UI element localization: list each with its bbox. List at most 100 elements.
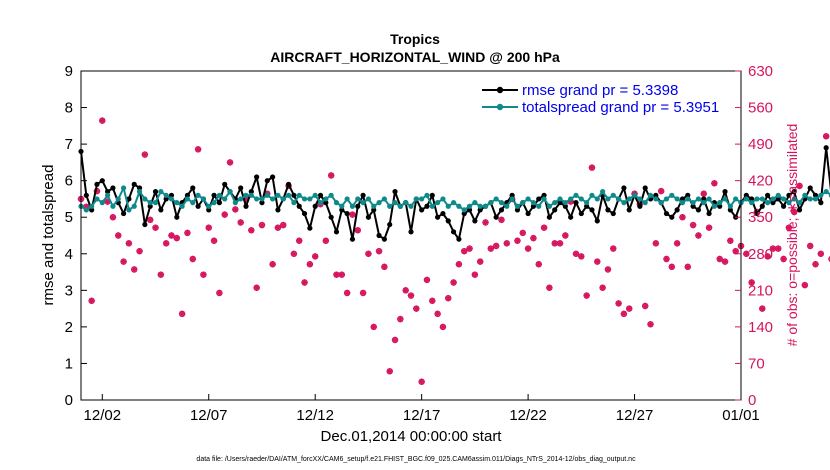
rmse-point — [317, 192, 324, 198]
totalspread-point — [727, 203, 733, 209]
y-tick-label: 4 — [65, 246, 73, 263]
obs-assimilated-marker — [306, 261, 314, 268]
obs-assimilated-stroke — [456, 261, 462, 267]
totalspread-point — [765, 200, 771, 206]
rmse-point — [333, 229, 340, 235]
obs-assimilated-marker — [594, 258, 601, 265]
rmse-point — [594, 218, 600, 224]
totalspread-point — [807, 196, 813, 202]
rmse-point — [120, 210, 127, 217]
rmse-point — [450, 229, 457, 235]
obs-assimilated-stroke — [275, 224, 281, 231]
obs-assimilated-marker — [641, 302, 649, 310]
rmse-point — [285, 181, 292, 187]
rmse-point — [296, 203, 302, 209]
totalspread-point — [323, 196, 329, 202]
totalspread-point — [126, 207, 132, 213]
totalspread-point — [717, 200, 723, 206]
totalspread-point — [440, 196, 446, 202]
obs-assimilated-marker — [248, 227, 255, 234]
obs-assimilated-stroke — [578, 253, 585, 260]
obs-assimilated-stroke — [748, 279, 755, 286]
totalspread-point — [594, 196, 600, 202]
obs-assimilated-marker — [492, 242, 500, 250]
obs-assimilated-marker — [274, 224, 282, 231]
rmse-point — [264, 178, 270, 184]
obs-assimilated-marker — [354, 227, 361, 234]
rmse-point — [174, 214, 180, 220]
plot-frame — [80, 70, 742, 401]
rmse-point — [270, 174, 276, 180]
totalspread-point — [142, 196, 148, 202]
obs-assimilated-stroke — [589, 164, 595, 171]
y-right-tick-label: 490 — [748, 136, 773, 153]
obs-assimilated-stroke — [711, 180, 718, 186]
y-axis-label: rmse and totalspread — [40, 165, 57, 306]
rmse-point — [211, 192, 217, 198]
totalspread-point — [254, 196, 260, 202]
obs-assimilated-marker — [519, 229, 526, 237]
totalspread-point — [679, 200, 686, 206]
obs-assimilated-marker — [801, 281, 809, 289]
x-tick-label: 12/22 — [509, 407, 547, 424]
rmse-point — [796, 207, 803, 213]
rmse-point — [429, 192, 435, 198]
obs-assimilated-stroke — [184, 230, 191, 236]
totalspread-point — [450, 200, 457, 206]
totalspread-point — [355, 196, 361, 202]
x-axis-label: Dec.01,2014 00:00:00 start — [321, 428, 503, 445]
obs-assimilated-stroke — [706, 224, 712, 231]
rmse-point — [371, 207, 377, 213]
rmse-point — [701, 196, 707, 202]
totalspread-point — [392, 200, 398, 206]
totalspread-point — [152, 200, 159, 206]
y-tick-label: 2 — [65, 319, 73, 336]
obs-assimilated-stroke — [307, 261, 313, 267]
obs-assimilated-marker — [721, 258, 729, 265]
rmse-point — [754, 210, 760, 217]
legend-spread-marker — [496, 103, 504, 111]
rmse-point — [328, 214, 334, 220]
obs-assimilated-marker — [184, 229, 191, 237]
obs-assimilated-stroke — [158, 271, 164, 278]
obs-assimilated-stroke — [642, 303, 648, 309]
obs-assimilated-marker — [418, 378, 425, 385]
totalspread-point — [456, 203, 462, 209]
rmse-point — [780, 203, 787, 209]
rmse-point — [238, 185, 244, 191]
totalspread-point — [658, 200, 664, 206]
totalspread-point — [477, 203, 483, 209]
rmse-point — [653, 192, 659, 198]
obs-assimilated-marker — [471, 271, 479, 278]
obs-assimilated-stroke — [237, 219, 244, 226]
obs-assimilated-stroke — [626, 305, 632, 312]
x-tick-label: 12/27 — [616, 407, 654, 424]
y-tick-label: 0 — [65, 392, 73, 409]
rmse-point — [381, 236, 387, 242]
obs-assimilated-marker — [615, 300, 622, 307]
totalspread-point — [525, 196, 531, 202]
rmse-point — [578, 210, 584, 217]
totalspread-point — [312, 192, 318, 198]
totalspread-point — [706, 196, 712, 202]
totalspread-point — [791, 196, 797, 202]
obs-assimilated-stroke — [669, 264, 675, 270]
obs-assimilated-marker — [189, 255, 196, 263]
totalspread-point — [211, 200, 217, 206]
totalspread-point — [259, 196, 265, 202]
obs-assimilated-stroke — [461, 248, 467, 254]
totalspread-point — [424, 192, 430, 198]
obs-assimilated-marker — [301, 279, 308, 286]
obs-assimilated-stroke — [472, 271, 478, 278]
obs-assimilated-marker — [88, 297, 95, 304]
obs-assimilated-stroke — [583, 292, 590, 299]
obs-assimilated-stroke — [770, 245, 776, 252]
obs-assimilated-stroke — [387, 368, 393, 374]
totalspread-point — [610, 192, 616, 198]
obs-assimilated-stroke — [312, 253, 318, 260]
y-right-tick-label: 70 — [748, 355, 765, 372]
obs-assimilated-marker — [626, 305, 633, 312]
y-right-tick-label: 420 — [748, 173, 773, 190]
totalspread-point — [626, 196, 632, 202]
